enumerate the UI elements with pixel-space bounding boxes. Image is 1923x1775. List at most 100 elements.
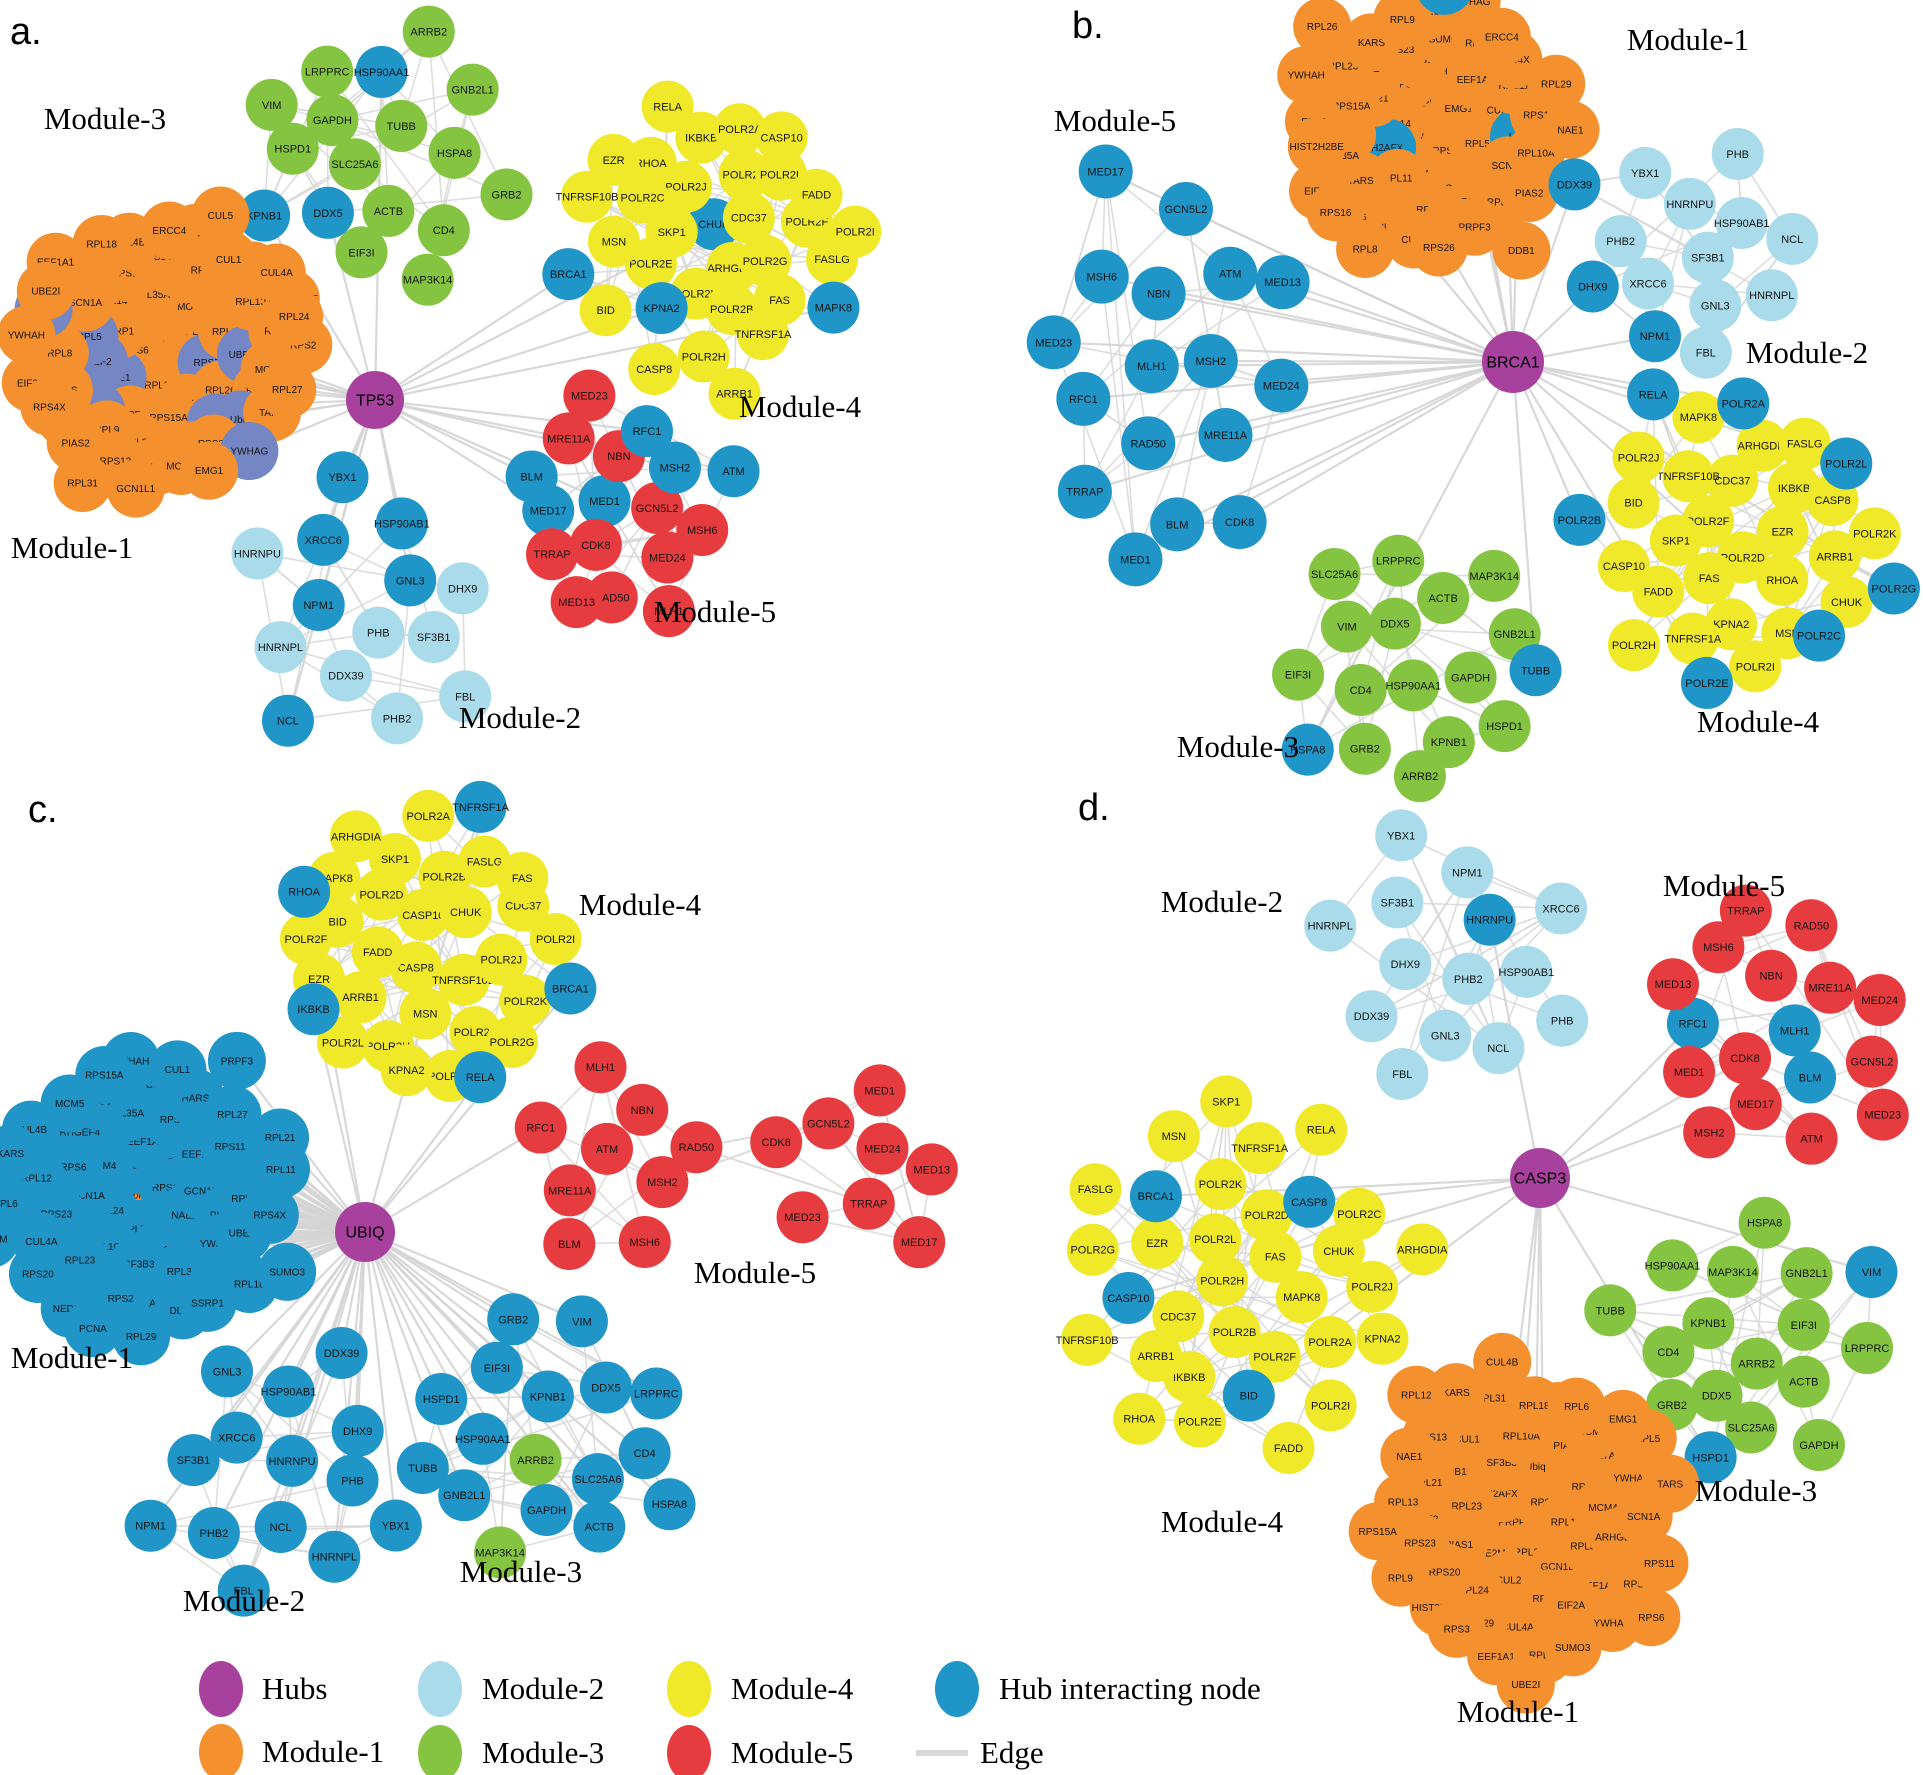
node-label-GNL3: GNL3 [213, 1366, 242, 1378]
node-label-CD4: CD4 [1657, 1347, 1679, 1359]
node-RPS15A [1348, 1502, 1407, 1561]
node-ARRB1 [1129, 1330, 1182, 1383]
node-label-CHUK: CHUK [450, 907, 482, 919]
node-label-POLR2A: POLR2A [718, 124, 762, 136]
node-HNRNPL [1745, 269, 1798, 322]
node-RPS11 [1630, 1534, 1689, 1593]
node-label-MED1: MED1 [1120, 554, 1151, 566]
node-MAPK8 [807, 281, 860, 334]
node-label-KARS: KARS [1443, 1388, 1471, 1399]
node-BLM [1784, 1051, 1837, 1104]
node-label-SUMO3: SUMO3 [269, 1267, 305, 1278]
node-label-RFC1: RFC1 [526, 1123, 555, 1135]
node-VIM [245, 78, 298, 131]
node-CUL4A [247, 243, 306, 302]
node-FAS [1683, 552, 1736, 605]
node-label-RPS2: RPS2 [108, 1294, 135, 1305]
node-RELA [454, 1051, 507, 1104]
node-label-MED1: MED1 [864, 1085, 895, 1097]
node-label-HNRNPL: HNRNPL [1749, 290, 1794, 302]
node-label-DDX39: DDX39 [324, 1348, 359, 1360]
node-label-HSP90AA1: HSP90AA1 [1385, 680, 1441, 692]
node-label-UBE2M: UBE2M [1471, 1548, 1505, 1559]
node-RPL21 [251, 1108, 310, 1167]
node-label-FAS: FAS [769, 295, 790, 307]
node-label-TRRAP: TRRAP [850, 1199, 887, 1211]
node-SKP1 [1649, 514, 1702, 567]
node-IKBKB [287, 983, 340, 1036]
node-label-RPL11: RPL11 [1383, 174, 1413, 185]
node-label-FBL: FBL [1696, 348, 1716, 360]
node-label-HNRNPU: HNRNPU [1666, 199, 1713, 211]
node-label-CUL2: CUL2 [1496, 1576, 1522, 1587]
edge [280, 646, 466, 698]
node-label-RPS7: RPS7 [1623, 1580, 1650, 1591]
node-HSP90AA1 [355, 45, 408, 98]
node-ARRB1 [708, 367, 761, 420]
node-NCL [254, 1500, 307, 1553]
node-label-RFC1: RFC1 [633, 426, 662, 438]
node-label-EEF1A2: EEF1A2 [182, 1150, 220, 1161]
node-label-RAD50: RAD50 [594, 592, 629, 604]
node-label-KPNA2: KPNA2 [388, 1065, 424, 1077]
node-label-EEF1A1: EEF1A1 [37, 257, 75, 268]
node-label-DHX9: DHX9 [448, 583, 477, 595]
node-label-ARHGDIA: ARHGDIA [331, 831, 382, 843]
node-label-MED24: MED24 [1861, 995, 1898, 1007]
cross-module-edge [696, 1146, 870, 1205]
node-label-GAPDH: GAPDH [313, 115, 352, 127]
edge [271, 104, 455, 154]
node-label-HIST2H2BE: HIST2H2BE [1290, 142, 1345, 153]
node-MED1 [578, 475, 631, 528]
node-label-RPL10A: RPL10A [1503, 1432, 1541, 1443]
node-label-RPS6: RPS6 [1638, 1613, 1665, 1624]
edge [1082, 273, 1231, 400]
node-label-ARRB1: ARRB1 [1817, 551, 1854, 563]
node-POLR2A [1304, 1315, 1357, 1368]
node-label-VIM: VIM [1862, 1267, 1882, 1279]
node-RHOA [1756, 553, 1809, 606]
node-label-GCN5L2: GCN5L2 [1851, 1057, 1894, 1069]
node-ATM [581, 1122, 634, 1175]
module-title-b-m3: Module-3 [1177, 729, 1299, 764]
node-label-RPL35A: RPL35A [1570, 1541, 1608, 1552]
edge [279, 522, 403, 648]
node-label-HSPD1: HSPD1 [423, 1394, 460, 1406]
node-label-HNRNPL: HNRNPL [1308, 921, 1353, 933]
node-GAPDH [520, 1483, 573, 1536]
node-label-RPL8: RPL8 [1353, 245, 1378, 256]
edge [605, 194, 817, 311]
node-label-SCN1A: SCN1A [1492, 161, 1526, 172]
node-label-MLH1: MLH1 [1137, 361, 1166, 373]
node-MAPK8 [1275, 1271, 1328, 1324]
node-SLC25A6 [571, 1453, 624, 1506]
node-EZR [1756, 505, 1809, 558]
node-label-RPL26: RPL26 [1307, 22, 1338, 33]
node-ERCC4 [1472, 7, 1531, 66]
node-label-POLR2I: POLR2I [536, 934, 575, 946]
hub-edge [235, 1231, 366, 1439]
legend-swatch-module-3 [418, 1725, 462, 1775]
node-label-HSP90AA1: HSP90AA1 [354, 67, 410, 79]
node-label-POLR2K: POLR2K [674, 289, 718, 301]
node-NPM1 [1628, 310, 1681, 363]
node-label-NCL: NCL [270, 1522, 292, 1534]
node-POLR2I [829, 205, 882, 258]
node-label-POLR2D: POLR2D [1245, 1210, 1289, 1222]
node-XRCC6 [1535, 882, 1588, 935]
node-POLR2F [279, 913, 332, 966]
edge [568, 438, 670, 612]
node-label-Ubiq: Ubiq [126, 1190, 147, 1201]
node-PHB [326, 1454, 379, 1507]
node-GNL3 [1419, 1009, 1472, 1062]
node-label-GNL3: GNL3 [396, 575, 425, 587]
edge [424, 861, 486, 1014]
node-label-GCN1L1: GCN1L1 [1402, 132, 1441, 143]
node-TNFRSF10B [1662, 450, 1715, 503]
node-ARHGDIA [329, 810, 382, 863]
node-HSP90AB1 [1500, 945, 1553, 998]
node-label-MLH1: MLH1 [1780, 1025, 1809, 1037]
node-label-YBX1: YBX1 [1387, 830, 1415, 842]
module-title-c-m3: Module-3 [460, 1554, 582, 1589]
node-label-PRPF3: PRPF3 [221, 1056, 254, 1067]
